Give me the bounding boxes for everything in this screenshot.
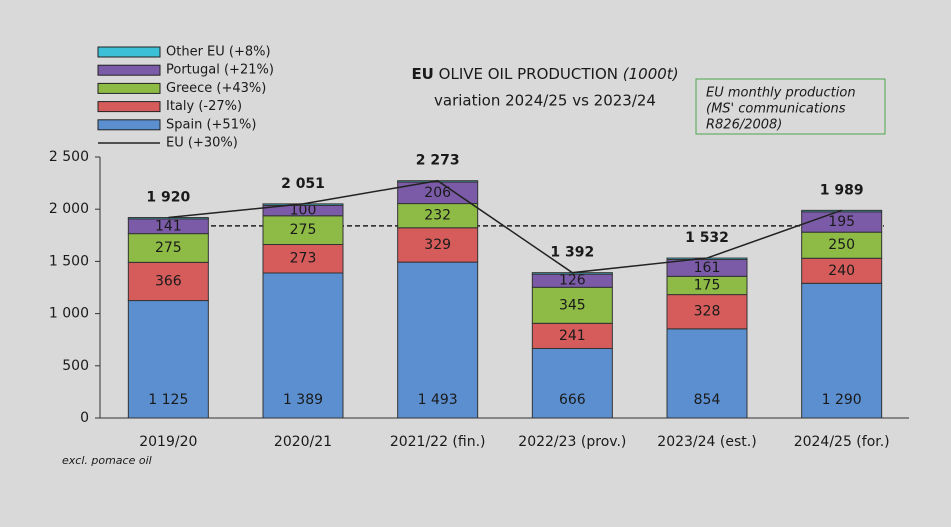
data-label: 240	[828, 263, 855, 279]
data-label: 250	[828, 237, 855, 253]
y-tick-label: 500	[62, 358, 89, 374]
total-label: 2 273	[416, 153, 460, 169]
reference-label: R826/2008)	[706, 118, 782, 133]
x-tick-label: 2021/22 (fin.)	[390, 434, 486, 450]
data-label: 666	[559, 392, 586, 408]
y-tick-label: 2 000	[49, 201, 89, 217]
title-main: OLIVE OIL PRODUCTION	[439, 65, 618, 83]
x-tick-label: 2024/25 (for.)	[794, 434, 890, 450]
legend-swatch	[97, 64, 161, 76]
total-label: 1 989	[820, 182, 864, 198]
legend-swatch	[97, 101, 161, 113]
data-label: 329	[424, 237, 451, 253]
bar-segment	[127, 300, 209, 419]
data-label: 275	[290, 222, 317, 238]
legend-label: EU (+30%)	[166, 136, 238, 151]
bar-segment	[801, 282, 883, 419]
line-series	[168, 179, 842, 274]
title-bold: EU	[411, 65, 433, 83]
bar-segment	[397, 203, 479, 229]
data-label: 241	[559, 328, 586, 344]
data-label: 328	[694, 304, 721, 320]
total-label: 1 392	[550, 245, 594, 261]
data-label: 345	[559, 297, 586, 313]
bar-segment	[127, 261, 209, 302]
legend-swatch	[97, 46, 161, 58]
legend-swatch	[97, 82, 161, 94]
x-tick-label: 2019/20	[139, 434, 197, 450]
x-tick-label: 2022/23 (prov.)	[518, 434, 626, 450]
total-label: 1 532	[685, 230, 729, 246]
bar-segment	[262, 243, 344, 274]
y-tick-label: 2 500	[49, 149, 89, 165]
legend-label: Portugal (+21%)	[166, 63, 274, 78]
data-label: 175	[694, 277, 721, 293]
legend-label: Italy (-27%)	[166, 99, 242, 114]
reference-label: EU monthly production	[706, 86, 856, 101]
title-italic: (1000t)	[623, 65, 679, 83]
data-label: 141	[155, 218, 182, 234]
data-label: 366	[155, 273, 182, 289]
bar-segment	[801, 231, 883, 259]
total-label: 2 051	[281, 176, 325, 192]
bar-segment	[262, 272, 344, 419]
reference-box	[695, 78, 886, 135]
bar-segment	[262, 215, 344, 245]
x-tick-label: 2023/24 (est.)	[657, 434, 756, 450]
data-label: 1 125	[148, 392, 188, 408]
data-label: 854	[694, 392, 721, 408]
data-label: 161	[694, 260, 721, 276]
data-label: 206	[424, 185, 451, 201]
legend-label: Spain (+51%)	[166, 117, 256, 132]
chart-title: EU OLIVE OIL PRODUCTION (1000t)	[411, 65, 678, 83]
data-label: 1 389	[283, 392, 323, 408]
y-tick-label: 1 000	[49, 306, 89, 322]
bar-segment	[666, 328, 748, 419]
data-label: 100	[290, 203, 317, 219]
chart-subtitle: variation 2024/25 vs 2023/24	[434, 92, 656, 110]
footnote: excl. pomace oil	[62, 454, 152, 467]
data-label: 1 493	[418, 392, 458, 408]
data-label: 1 290	[822, 392, 862, 408]
data-label: 273	[290, 251, 317, 267]
data-label: 195	[828, 214, 855, 230]
legend-label: Other EU (+8%)	[166, 45, 271, 60]
legend-swatch	[97, 119, 161, 131]
y-tick-label: 1 500	[49, 253, 89, 269]
x-tick-label: 2020/21	[274, 434, 332, 450]
data-label: 275	[155, 240, 182, 256]
data-label: 126	[559, 273, 586, 289]
bar-segment	[127, 233, 209, 263]
data-label: 232	[424, 208, 451, 224]
bar-segment	[127, 217, 209, 220]
y-tick-label: 0	[80, 410, 89, 426]
reference-label: (MS' communications	[706, 102, 846, 117]
total-label: 1 920	[146, 190, 190, 206]
legend-label: Greece (+43%)	[166, 81, 266, 96]
bar-segment	[666, 294, 748, 330]
bar-segment	[397, 261, 479, 419]
bar-segment	[397, 227, 479, 263]
bar-segment	[531, 286, 613, 324]
